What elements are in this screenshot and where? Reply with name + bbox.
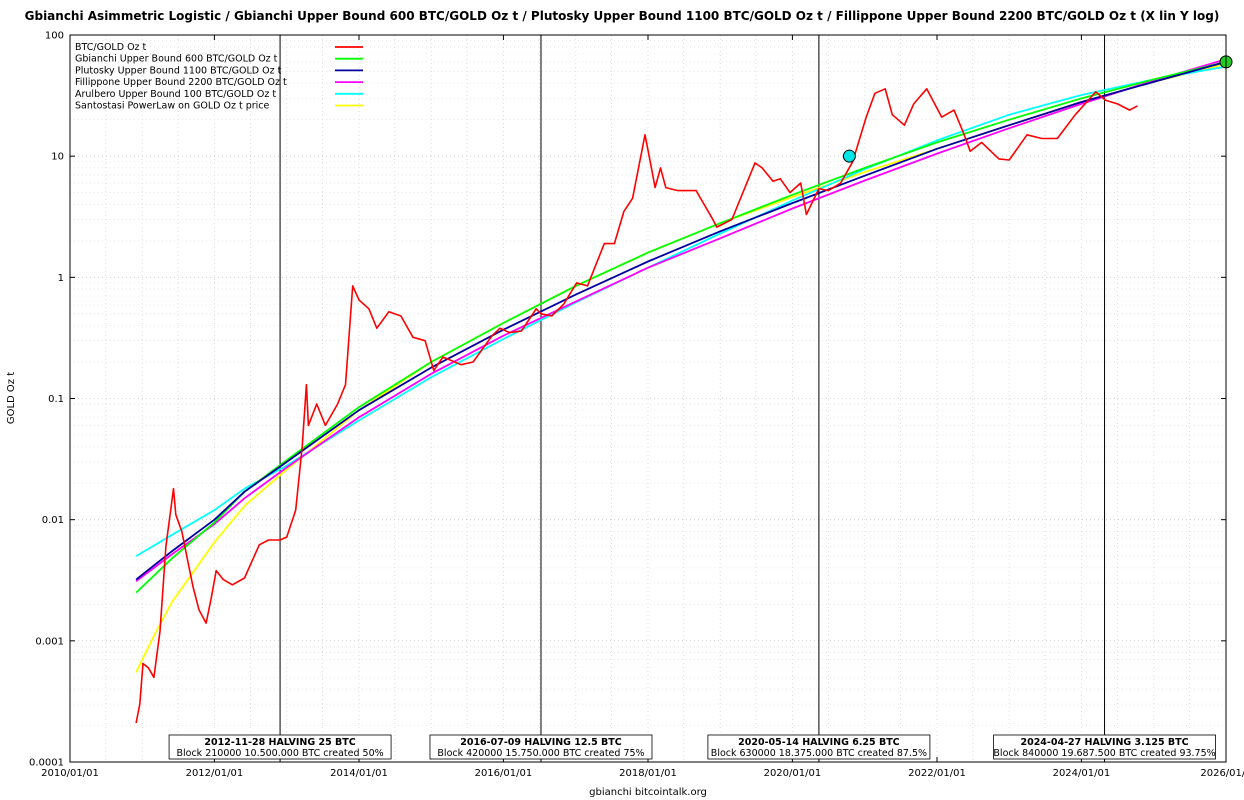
x-tick-label: 2018/01/01 — [619, 768, 677, 779]
halving-subtitle-1: Block 420000 15.750.000 BTC created 75% — [437, 748, 644, 759]
x-axis-label: gbianchi bitcointalk.org — [589, 787, 707, 798]
legend-label-4: Arulbero Upper Bound 100 BTC/GOLD Oz t — [75, 89, 276, 100]
x-tick-label: 2014/01/01 — [330, 768, 388, 779]
x-tick-label: 2022/01/01 — [908, 768, 966, 779]
marker-layer — [842, 55, 1233, 163]
series-line-4 — [135, 65, 1227, 557]
x-tick-label: 2010/01/01 — [41, 768, 99, 779]
axis-ticks: 2010/01/01 2012/01/01 2014/01/01 2016/01/01… — [29, 31, 1244, 780]
series-layer — [135, 58, 1227, 724]
halving-subtitle-0: Block 210000 10.500.000 BTC created 50% — [176, 748, 383, 759]
legend-label-3: Fillippone Upper Bound 2200 BTC/GOLD Oz … — [75, 77, 287, 88]
marker-point-0 — [842, 149, 856, 163]
halving-box-0 — [168, 734, 392, 760]
y-tick-label: 0.001 — [35, 636, 64, 647]
plot-frame — [69, 34, 1227, 763]
chart-title: Gbianchi Asimmetric Logistic / Gbianchi … — [25, 9, 1220, 23]
x-tick-label: 2026/01/0 — [1200, 768, 1244, 779]
halving-title-3: 2024-04-27 HALVING 3.125 BTC — [1020, 737, 1188, 748]
halving-box-3 — [993, 734, 1216, 760]
halving-title-1: 2016-07-09 HALVING 12.5 BTC — [460, 737, 622, 748]
x-tick-label: 2016/01/01 — [475, 768, 533, 779]
series-line-0 — [135, 88, 1138, 724]
grid — [70, 35, 1226, 762]
series-line-1 — [135, 61, 1227, 594]
y-tick-label: 0.0001 — [29, 758, 64, 769]
legend-label-5: Santostasi PowerLaw on GOLD Oz t price — [75, 101, 269, 112]
x-tick-label: 2020/01/01 — [764, 768, 822, 779]
halving-box-1 — [429, 734, 653, 760]
legend-label-0: BTC/GOLD Oz t — [75, 42, 147, 53]
x-tick-label: 2024/01/01 — [1053, 768, 1111, 779]
y-tick-label: 10 — [51, 152, 64, 163]
y-tick-label: 0.01 — [42, 515, 64, 526]
x-tick-label: 2012/01/01 — [186, 768, 244, 779]
y-tick-label: 0.1 — [48, 394, 64, 405]
series-line-2 — [135, 61, 1227, 581]
series-line-3 — [135, 58, 1227, 583]
legend-label-1: Gbianchi Upper Bound 600 BTC/GOLD Oz t — [75, 54, 278, 65]
legend-label-2: Plutosky Upper Bound 1100 BTC/GOLD Oz t — [75, 65, 282, 76]
halving-lines — [279, 35, 1106, 762]
halving-title-0: 2012-11-28 HALVING 25 BTC — [204, 737, 355, 748]
halving-subtitle-3: Block 840000 19.687.500 BTC created 93.7… — [993, 748, 1215, 759]
series-line-5 — [135, 62, 1227, 673]
y-tick-label: 1 — [58, 273, 64, 284]
halving-box-2 — [707, 734, 931, 760]
y-tick-label: 100 — [45, 31, 64, 42]
halving-title-2: 2020-05-14 HALVING 6.25 BTC — [738, 737, 900, 748]
y-axis-label: GOLD Oz t — [6, 372, 17, 424]
halving-subtitle-2: Block 630000 18.375.000 BTC created 87.5… — [711, 748, 927, 759]
